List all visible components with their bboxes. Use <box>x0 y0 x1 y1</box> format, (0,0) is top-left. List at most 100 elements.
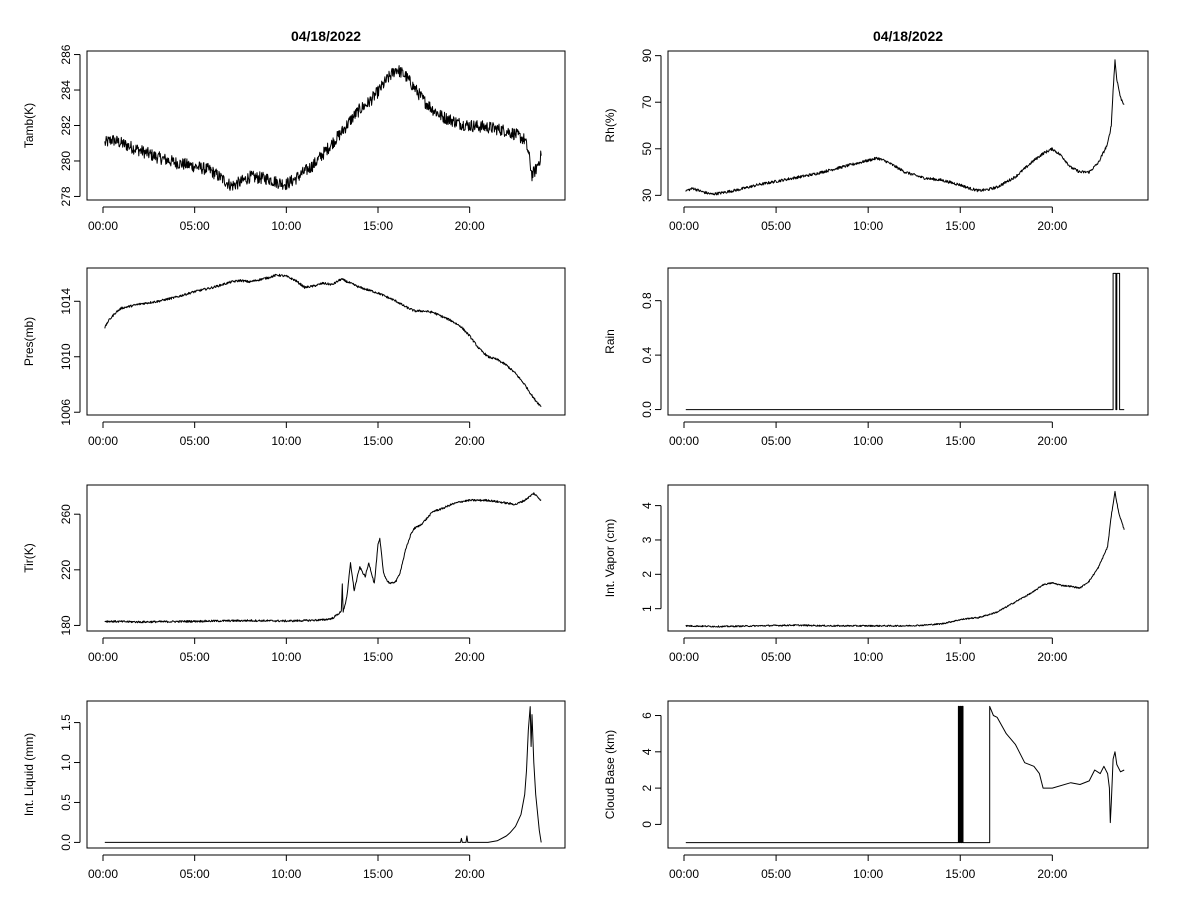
rh-x-tick-label: 15:00 <box>945 219 975 233</box>
liquid-y-tick-label: 0.0 <box>59 834 73 851</box>
vapor-x-tick-label: 20:00 <box>1037 650 1067 664</box>
panel-cloudbase: 00:00 05:00 10:00 15:00 20:00 0 2 4 6 Cloud Base … <box>603 700 1149 881</box>
pres-y-tick-label: 1010 <box>59 343 73 370</box>
vapor-y-tick-label: 4 <box>640 502 654 509</box>
liquid-series-line-0 <box>104 706 542 843</box>
rh-y-tick-label: 50 <box>640 142 654 156</box>
tir-series-line-0 <box>104 492 542 624</box>
liquid-y-tick-label: 1.0 <box>59 754 73 771</box>
pres-x-tick-label: 00:00 <box>88 434 118 448</box>
tamb-x-tick-label: 10:00 <box>271 219 301 233</box>
rh-plot-frame <box>667 50 1149 201</box>
pres-x-tick-label: 10:00 <box>271 434 301 448</box>
rain-y-tick-label: 0.8 <box>640 292 654 309</box>
pres-series-line-0 <box>104 273 542 407</box>
cloudbase-x-tick-label: 20:00 <box>1037 867 1067 881</box>
tamb-y-tick-label: 280 <box>59 151 73 171</box>
liquid-y-tick-label: 1.5 <box>59 714 73 731</box>
vapor-x-tick-label: 05:00 <box>761 650 791 664</box>
tamb-y-tick-label: 284 <box>59 80 73 100</box>
rh-y-axis-label: Rh(%) <box>603 108 617 142</box>
rain-y-axis-label: Rain <box>603 329 617 354</box>
tamb-y-axis-label: Tamb(K) <box>22 103 36 148</box>
vapor-plot-frame <box>667 484 1149 632</box>
tir-x-tick-label: 00:00 <box>88 650 118 664</box>
pres-y-tick-label: 1006 <box>59 399 73 426</box>
tamb-x-tick-label: 15:00 <box>363 219 393 233</box>
right-date-title: 04/18/2022 <box>873 28 943 44</box>
vapor-y-tick-label: 1 <box>640 605 654 612</box>
cloudbase-y-tick-label: 4 <box>640 748 654 755</box>
rain-x-tick-label: 10:00 <box>853 434 883 448</box>
cloudbase-y-axis-label: Cloud Base (km) <box>603 730 617 819</box>
tir-y-tick-label: 220 <box>59 559 73 579</box>
pres-plot-frame <box>86 267 566 416</box>
panel-tir: 00:00 05:00 10:00 15:00 20:00 180 220 260 Tir(K) <box>22 484 566 664</box>
liquid-x-tick-label: 20:00 <box>455 867 485 881</box>
panel-liquid: 00:00 05:00 10:00 15:00 20:00 0.0 0.5 1.0 1.5 Int… <box>22 700 566 881</box>
panel-pres: 00:00 05:00 10:00 15:00 20:00 1006 1010 1014 Pre… <box>22 267 566 448</box>
pres-x-tick-label: 05:00 <box>180 434 210 448</box>
vapor-y-tick-label: 3 <box>640 536 654 543</box>
liquid-y-tick-label: 0.5 <box>59 794 73 811</box>
tir-x-tick-label: 10:00 <box>271 650 301 664</box>
left-date-title: 04/18/2022 <box>291 28 361 44</box>
cloudbase-x-tick-label: 10:00 <box>853 867 883 881</box>
rain-x-tick-label: 15:00 <box>945 434 975 448</box>
liquid-x-tick-label: 00:00 <box>88 867 118 881</box>
tamb-y-tick-label: 282 <box>59 115 73 135</box>
rain-x-tick-label: 00:00 <box>669 434 699 448</box>
pres-y-axis-label: Pres(mb) <box>22 317 36 366</box>
liquid-plot-frame <box>86 700 566 849</box>
tamb-series-line-0 <box>104 65 542 191</box>
vapor-y-tick-label: 2 <box>640 571 654 578</box>
tir-y-axis-label: Tir(K) <box>22 543 36 573</box>
liquid-x-tick-label: 10:00 <box>271 867 301 881</box>
tir-plot-frame <box>86 484 566 632</box>
vapor-x-tick-label: 00:00 <box>669 650 699 664</box>
cloudbase-x-tick-label: 15:00 <box>945 867 975 881</box>
rh-series-line-0 <box>685 59 1125 196</box>
panels: 00:00 05:00 10:00 15:00 20:00 278 280 282 284 286… <box>22 44 1149 881</box>
cloudbase-y-tick-label: 0 <box>640 821 654 828</box>
panel-rh: 00:00 05:00 10:00 15:00 20:00 30 50 70 90 Rh(%) <box>603 49 1149 233</box>
rain-y-tick-label: 0.4 <box>640 346 654 363</box>
rh-y-tick-label: 70 <box>640 95 654 109</box>
panel-vapor: 00:00 05:00 10:00 15:00 20:00 1 2 3 4 Int. Vapor … <box>603 484 1149 664</box>
tir-x-tick-label: 05:00 <box>180 650 210 664</box>
rh-x-tick-label: 10:00 <box>853 219 883 233</box>
rh-y-tick-label: 90 <box>640 49 654 63</box>
tir-x-tick-label: 15:00 <box>363 650 393 664</box>
cloudbase-y-tick-label: 6 <box>640 712 654 719</box>
liquid-x-tick-label: 05:00 <box>180 867 210 881</box>
tamb-x-tick-label: 20:00 <box>455 219 485 233</box>
panel-rain: 00:00 05:00 10:00 15:00 20:00 0.0 0.4 0.8 Rain <box>603 267 1149 448</box>
tir-y-tick-label: 180 <box>59 615 73 635</box>
rain-y-tick-label: 0.0 <box>640 401 654 418</box>
cloudbase-y-tick-label: 2 <box>640 784 654 791</box>
tir-x-tick-label: 20:00 <box>455 650 485 664</box>
vapor-x-tick-label: 10:00 <box>853 650 883 664</box>
rh-x-tick-label: 00:00 <box>669 219 699 233</box>
pres-x-tick-label: 15:00 <box>363 434 393 448</box>
cloudbase-x-tick-label: 05:00 <box>761 867 791 881</box>
vapor-series-line-0 <box>685 490 1125 628</box>
rain-series-line-0 <box>685 272 1125 411</box>
panel-tamb: 00:00 05:00 10:00 15:00 20:00 278 280 282 284 286… <box>22 44 566 233</box>
vapor-x-tick-label: 15:00 <box>945 650 975 664</box>
tamb-x-tick-label: 00:00 <box>88 219 118 233</box>
rain-x-tick-label: 05:00 <box>761 434 791 448</box>
rh-y-tick-label: 30 <box>640 188 654 202</box>
tamb-y-tick-label: 286 <box>59 44 73 64</box>
cloudbase-plot-frame <box>667 700 1149 849</box>
tir-y-tick-label: 260 <box>59 504 73 524</box>
rh-x-tick-label: 05:00 <box>761 219 791 233</box>
tamb-y-tick-label: 278 <box>59 186 73 206</box>
rh-x-tick-label: 20:00 <box>1037 219 1067 233</box>
tamb-plot-frame <box>86 50 566 201</box>
rain-plot-frame <box>667 267 1149 416</box>
tamb-x-tick-label: 05:00 <box>180 219 210 233</box>
cloudbase-series-line-0 <box>685 705 1125 844</box>
pres-y-tick-label: 1014 <box>59 288 73 315</box>
liquid-x-tick-label: 15:00 <box>363 867 393 881</box>
